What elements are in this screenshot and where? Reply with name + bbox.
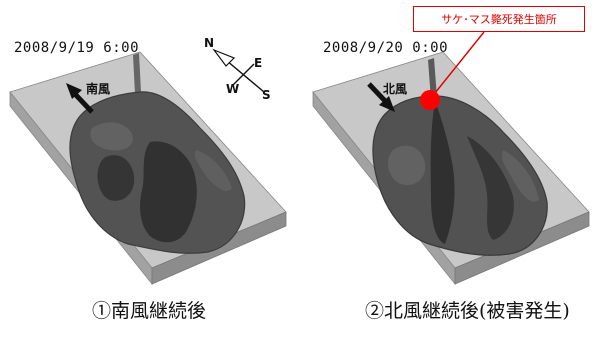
wind-direction-label: 南風 <box>86 82 111 96</box>
compass-south-label: S <box>262 88 271 102</box>
panel-north-wind: 2008/9/20 0:00 北風 ②北風継続後(被害発生) <box>303 0 605 338</box>
panel-caption: ①南風継続後 <box>92 300 207 322</box>
lake-model-render <box>9 51 287 286</box>
compass <box>212 48 265 93</box>
lake-light-region <box>90 122 133 151</box>
fish-mortality-callout: サケ･マス斃死発生箇所 <box>413 6 585 32</box>
lake-deep-region <box>140 141 197 243</box>
lake-deep-region <box>97 155 135 201</box>
mortality-location-marker <box>420 90 440 110</box>
lake-light-region <box>194 150 232 191</box>
lake-light-region <box>387 145 426 186</box>
inlet-channel <box>133 53 141 94</box>
inlet-channel <box>428 58 437 100</box>
wind-arrow <box>66 83 94 114</box>
compass-east-label: E <box>254 56 263 70</box>
compass-west-label: W <box>226 82 240 96</box>
compass-north-label: N <box>204 36 215 50</box>
lake-model-render <box>312 31 590 286</box>
panel-caption: ②北風継続後(被害発生) <box>365 300 570 322</box>
panel-south-wind: 2008/9/19 6:00 南風 N E W S ①南風継続後 <box>0 0 302 338</box>
timestamp-label: 2008/9/19 6:00 <box>14 40 140 56</box>
lake-deep-region <box>467 136 514 240</box>
compass-rose-icon <box>212 48 265 93</box>
callout-leader-line <box>430 31 485 99</box>
timestamp-label: 2008/9/20 0:00 <box>323 40 449 56</box>
lake-deep-region <box>430 100 455 244</box>
lake-light-region <box>501 150 539 202</box>
wind-direction-label: 北風 <box>383 82 408 96</box>
wind-arrow <box>367 82 395 112</box>
